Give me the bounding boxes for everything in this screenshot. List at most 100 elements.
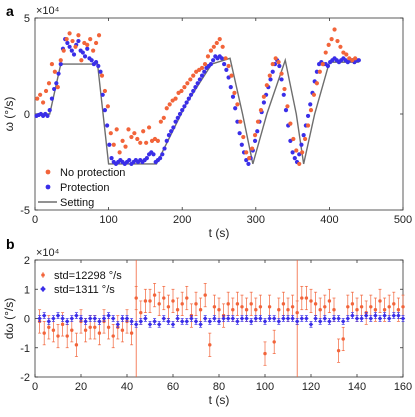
blue-point <box>124 316 130 321</box>
orange-point <box>97 331 102 335</box>
no-protection-point <box>297 161 302 167</box>
protection-point <box>158 156 163 161</box>
no-protection-point <box>273 56 278 61</box>
legend-setting-label: Setting <box>60 197 94 209</box>
panel-a-marks <box>34 27 361 167</box>
orange-point <box>152 293 157 297</box>
blue-point <box>193 319 199 324</box>
protection-point <box>308 102 313 107</box>
orange-point <box>341 337 345 341</box>
protection-point <box>160 152 165 157</box>
blue-point <box>253 316 259 321</box>
no-protection-point <box>67 31 72 36</box>
no-protection-point <box>99 73 105 78</box>
orange-point <box>143 299 148 303</box>
no-protection-point <box>129 134 134 140</box>
orange-point <box>203 293 207 297</box>
blue-point <box>276 319 282 324</box>
orange-point <box>355 308 359 312</box>
blue-point <box>244 316 249 321</box>
blue-point <box>212 316 217 321</box>
blue-point <box>41 313 47 318</box>
no-protection-point <box>73 44 78 49</box>
x-tick-label: 500 <box>394 214 412 226</box>
protection-point <box>85 46 90 51</box>
protection-point <box>252 138 258 143</box>
protection-point <box>246 161 251 167</box>
no-protection-point <box>91 48 96 53</box>
no-protection-point <box>326 42 331 47</box>
orange-point <box>217 308 221 312</box>
orange-point <box>60 322 65 327</box>
blue-point <box>313 316 318 321</box>
protection-point <box>224 67 229 72</box>
no-protection-point <box>35 96 40 101</box>
no-protection-point <box>93 40 99 46</box>
no-protection-point <box>58 58 63 63</box>
orange-point <box>70 328 74 332</box>
no-protection-point <box>329 37 334 42</box>
blue-point <box>92 316 98 321</box>
no-protection-point <box>220 44 225 49</box>
orange-point <box>65 334 69 338</box>
legend-std-blue-label: std=1311 °/s <box>54 284 115 296</box>
legend-protection-label: Protection <box>60 182 110 194</box>
legend-protection-marker <box>45 184 51 190</box>
y-tick-label: -1 <box>20 343 30 355</box>
protection-point <box>290 150 295 155</box>
protection-point <box>188 92 194 97</box>
protection-point <box>102 108 108 113</box>
x-tick-label: 100 <box>99 214 117 226</box>
blue-point <box>317 319 323 324</box>
blue-point <box>83 319 88 324</box>
no-protection-point <box>199 65 205 71</box>
protection-point <box>301 133 306 138</box>
no-protection-point <box>70 38 75 44</box>
blue-point <box>396 313 401 318</box>
no-protection-point <box>314 81 319 86</box>
no-protection-point <box>311 92 317 97</box>
protection-point <box>93 60 99 65</box>
blue-point <box>340 319 346 324</box>
protection-point <box>277 63 282 69</box>
no-protection-point <box>205 54 211 59</box>
orange-point <box>162 296 166 300</box>
orange-point <box>309 299 313 303</box>
no-protection-point <box>279 71 284 76</box>
x-tick-label: 0 <box>32 214 38 226</box>
orange-point <box>194 302 198 306</box>
protection-point <box>180 108 185 113</box>
blue-point <box>129 319 134 324</box>
protection-point <box>45 113 50 119</box>
no-protection-point <box>144 140 149 145</box>
legend-std-blue-marker <box>40 286 46 292</box>
no-protection-point <box>158 119 163 124</box>
no-protection-point <box>202 61 208 67</box>
orange-point <box>290 305 295 309</box>
blue-point <box>78 316 84 321</box>
protection-point <box>162 146 167 151</box>
protection-point <box>105 123 110 128</box>
no-protection-point <box>188 77 193 82</box>
blue-point <box>239 316 245 321</box>
protection-point <box>166 133 172 138</box>
panel-b-x-axis-label: t (s) <box>209 393 230 407</box>
protection-point <box>69 48 74 53</box>
protection-point <box>233 106 238 111</box>
panel-a-letter: a <box>6 3 14 19</box>
no-protection-point <box>108 131 113 136</box>
blue-point <box>120 316 125 321</box>
orange-point <box>180 302 184 306</box>
blue-point <box>87 316 93 321</box>
protection-point <box>52 86 57 92</box>
blue-point <box>110 316 116 321</box>
no-protection-point <box>211 44 216 49</box>
orange-point <box>42 331 46 335</box>
protection-point <box>314 69 319 74</box>
no-protection-point <box>338 44 343 49</box>
blue-point <box>106 313 111 318</box>
no-protection-point <box>79 58 84 63</box>
orange-point <box>208 343 212 347</box>
panel-b: b ×10⁴ 0 20 40 60 80 100 120 140 160 -2 -1 0 1 2 t (s… <box>2 236 412 407</box>
